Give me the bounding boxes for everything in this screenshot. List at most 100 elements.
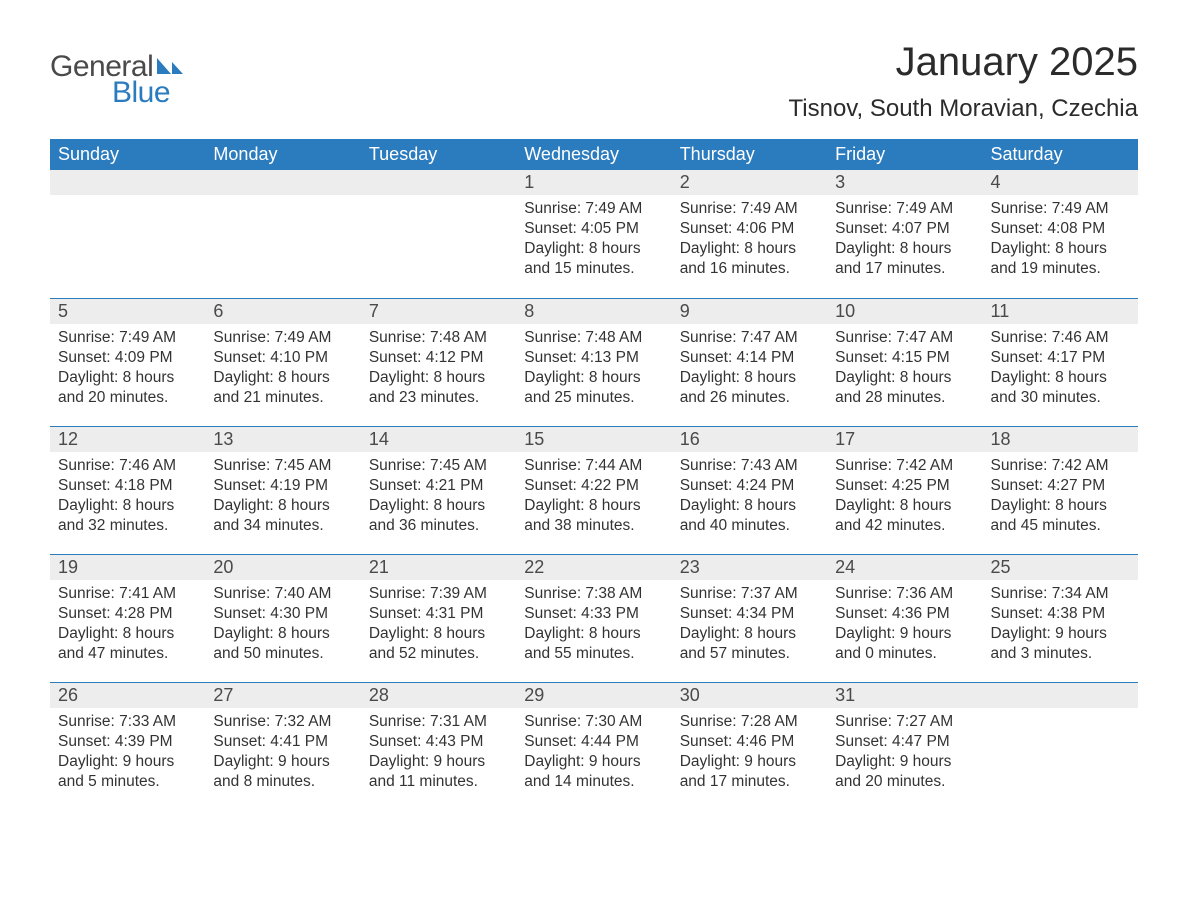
- calendar-cell: .: [983, 682, 1138, 810]
- sunrise-text: Sunrise: 7:42 AM: [835, 456, 974, 476]
- calendar-cell: 1Sunrise: 7:49 AMSunset: 4:05 PMDaylight…: [516, 170, 671, 298]
- day-details: Sunrise: 7:30 AMSunset: 4:44 PMDaylight:…: [516, 708, 671, 803]
- day-number: 15: [516, 427, 671, 452]
- sunrise-text: Sunrise: 7:32 AM: [213, 712, 352, 732]
- daylight-text: Daylight: 8 hours and 15 minutes.: [524, 239, 663, 279]
- sunset-text: Sunset: 4:43 PM: [369, 732, 508, 752]
- sunrise-text: Sunrise: 7:45 AM: [213, 456, 352, 476]
- calendar-cell: 12Sunrise: 7:46 AMSunset: 4:18 PMDayligh…: [50, 426, 205, 554]
- daylight-text: Daylight: 8 hours and 40 minutes.: [680, 496, 819, 536]
- day-number: 27: [205, 683, 360, 708]
- sunrise-text: Sunrise: 7:48 AM: [369, 328, 508, 348]
- day-details: Sunrise: 7:33 AMSunset: 4:39 PMDaylight:…: [50, 708, 205, 803]
- day-details: Sunrise: 7:47 AMSunset: 4:15 PMDaylight:…: [827, 324, 982, 419]
- sunset-text: Sunset: 4:44 PM: [524, 732, 663, 752]
- sunset-text: Sunset: 4:05 PM: [524, 219, 663, 239]
- sunset-text: Sunset: 4:34 PM: [680, 604, 819, 624]
- day-number: 8: [516, 299, 671, 324]
- calendar-cell: 8Sunrise: 7:48 AMSunset: 4:13 PMDaylight…: [516, 298, 671, 426]
- day-number: 11: [983, 299, 1138, 324]
- daylight-text: Daylight: 8 hours and 50 minutes.: [213, 624, 352, 664]
- day-header: Thursday: [672, 139, 827, 170]
- calendar-cell: 23Sunrise: 7:37 AMSunset: 4:34 PMDayligh…: [672, 554, 827, 682]
- calendar-cell: 28Sunrise: 7:31 AMSunset: 4:43 PMDayligh…: [361, 682, 516, 810]
- day-details: Sunrise: 7:32 AMSunset: 4:41 PMDaylight:…: [205, 708, 360, 803]
- daylight-text: Daylight: 8 hours and 36 minutes.: [369, 496, 508, 536]
- daylight-text: Daylight: 9 hours and 3 minutes.: [991, 624, 1130, 664]
- day-details: Sunrise: 7:47 AMSunset: 4:14 PMDaylight:…: [672, 324, 827, 419]
- calendar-cell: 3Sunrise: 7:49 AMSunset: 4:07 PMDaylight…: [827, 170, 982, 298]
- day-details: [50, 195, 205, 209]
- day-details: Sunrise: 7:49 AMSunset: 4:07 PMDaylight:…: [827, 195, 982, 290]
- daylight-text: Daylight: 8 hours and 30 minutes.: [991, 368, 1130, 408]
- sunrise-text: Sunrise: 7:43 AM: [680, 456, 819, 476]
- day-number: 28: [361, 683, 516, 708]
- calendar-cell: 13Sunrise: 7:45 AMSunset: 4:19 PMDayligh…: [205, 426, 360, 554]
- day-number: 30: [672, 683, 827, 708]
- day-number: 21: [361, 555, 516, 580]
- day-number: 10: [827, 299, 982, 324]
- daylight-text: Daylight: 8 hours and 28 minutes.: [835, 368, 974, 408]
- sunrise-text: Sunrise: 7:41 AM: [58, 584, 197, 604]
- sunset-text: Sunset: 4:30 PM: [213, 604, 352, 624]
- sunrise-text: Sunrise: 7:36 AM: [835, 584, 974, 604]
- calendar-cell: 31Sunrise: 7:27 AMSunset: 4:47 PMDayligh…: [827, 682, 982, 810]
- sunset-text: Sunset: 4:28 PM: [58, 604, 197, 624]
- sunset-text: Sunset: 4:14 PM: [680, 348, 819, 368]
- day-number: .: [50, 170, 205, 195]
- calendar-cell: 7Sunrise: 7:48 AMSunset: 4:12 PMDaylight…: [361, 298, 516, 426]
- sunset-text: Sunset: 4:07 PM: [835, 219, 974, 239]
- day-header: Saturday: [983, 139, 1138, 170]
- calendar-cell: 20Sunrise: 7:40 AMSunset: 4:30 PMDayligh…: [205, 554, 360, 682]
- sunset-text: Sunset: 4:15 PM: [835, 348, 974, 368]
- day-details: Sunrise: 7:31 AMSunset: 4:43 PMDaylight:…: [361, 708, 516, 803]
- sunrise-text: Sunrise: 7:49 AM: [835, 199, 974, 219]
- sunset-text: Sunset: 4:38 PM: [991, 604, 1130, 624]
- daylight-text: Daylight: 9 hours and 14 minutes.: [524, 752, 663, 792]
- daylight-text: Daylight: 8 hours and 26 minutes.: [680, 368, 819, 408]
- sunrise-text: Sunrise: 7:45 AM: [369, 456, 508, 476]
- daylight-text: Daylight: 9 hours and 0 minutes.: [835, 624, 974, 664]
- day-details: Sunrise: 7:38 AMSunset: 4:33 PMDaylight:…: [516, 580, 671, 675]
- calendar-cell: 14 Sunrise: 7:45 AMSunset: 4:21 PMDayligh…: [361, 426, 516, 554]
- sunset-text: Sunset: 4:13 PM: [524, 348, 663, 368]
- daylight-text: Daylight: 9 hours and 17 minutes.: [680, 752, 819, 792]
- sunset-text: Sunset: 4:39 PM: [58, 732, 197, 752]
- daylight-text: Daylight: 8 hours and 57 minutes.: [680, 624, 819, 664]
- calendar-cell: 17Sunrise: 7:42 AMSunset: 4:25 PMDayligh…: [827, 426, 982, 554]
- day-number: 17: [827, 427, 982, 452]
- calendar-week-row: ...1Sunrise: 7:49 AMSunset: 4:05 PMDayli…: [50, 170, 1138, 298]
- calendar-cell: 27Sunrise: 7:32 AMSunset: 4:41 PMDayligh…: [205, 682, 360, 810]
- day-details: Sunrise: 7:42 AMSunset: 4:27 PMDaylight:…: [983, 452, 1138, 547]
- day-number: 12: [50, 427, 205, 452]
- day-number: 31: [827, 683, 982, 708]
- sunrise-text: Sunrise: 7:49 AM: [58, 328, 197, 348]
- calendar-cell: .: [50, 170, 205, 298]
- sunrise-text: Sunrise: 7:42 AM: [991, 456, 1130, 476]
- sunrise-text: Sunrise: 7:31 AM: [369, 712, 508, 732]
- sunset-text: Sunset: 4:21 PM: [369, 476, 508, 496]
- calendar-cell: 24Sunrise: 7:36 AMSunset: 4:36 PMDayligh…: [827, 554, 982, 682]
- day-header-row: Sunday Monday Tuesday Wednesday Thursday…: [50, 139, 1138, 170]
- day-header: Wednesday: [516, 139, 671, 170]
- day-number: 13: [205, 427, 360, 452]
- day-number: 14: [361, 427, 516, 452]
- daylight-text: Daylight: 8 hours and 19 minutes.: [991, 239, 1130, 279]
- calendar-week-row: 26Sunrise: 7:33 AMSunset: 4:39 PMDayligh…: [50, 682, 1138, 810]
- daylight-text: Daylight: 8 hours and 55 minutes.: [524, 624, 663, 664]
- sunset-text: Sunset: 4:33 PM: [524, 604, 663, 624]
- daylight-text: Daylight: 8 hours and 34 minutes.: [213, 496, 352, 536]
- sunset-text: Sunset: 4:27 PM: [991, 476, 1130, 496]
- day-details: Sunrise: 7:39 AMSunset: 4:31 PMDaylight:…: [361, 580, 516, 675]
- calendar-week-row: 12Sunrise: 7:46 AMSunset: 4:18 PMDayligh…: [50, 426, 1138, 554]
- sunset-text: Sunset: 4:41 PM: [213, 732, 352, 752]
- calendar-cell: 6Sunrise: 7:49 AMSunset: 4:10 PMDaylight…: [205, 298, 360, 426]
- day-number: 25: [983, 555, 1138, 580]
- day-number: 29: [516, 683, 671, 708]
- sunset-text: Sunset: 4:10 PM: [213, 348, 352, 368]
- sunset-text: Sunset: 4:18 PM: [58, 476, 197, 496]
- day-details: Sunrise: 7:49 AMSunset: 4:09 PMDaylight:…: [50, 324, 205, 419]
- title-block: January 2025 Tisnov, South Moravian, Cze…: [789, 40, 1139, 133]
- day-details: Sunrise: 7:48 AMSunset: 4:13 PMDaylight:…: [516, 324, 671, 419]
- day-details: Sunrise: 7:34 AMSunset: 4:38 PMDaylight:…: [983, 580, 1138, 675]
